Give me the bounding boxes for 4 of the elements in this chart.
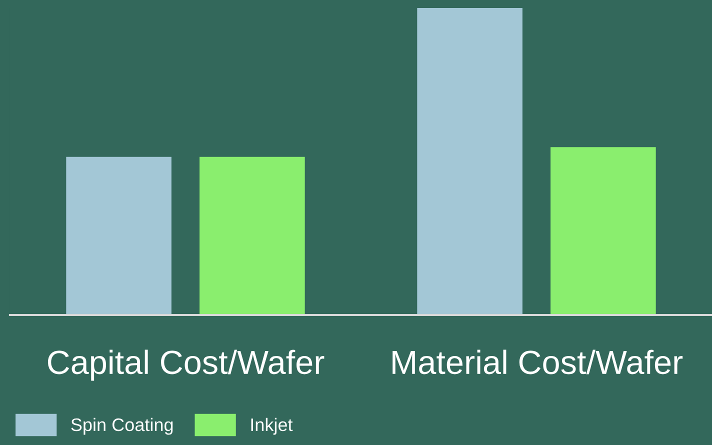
x-tick-label: Material Cost/Wafer [392,350,683,374]
legend-label: Spin Coating [71,418,173,435]
legend-label: Inkjet [251,418,293,435]
x-tick-label: Capital Cost/Wafer [48,350,324,381]
